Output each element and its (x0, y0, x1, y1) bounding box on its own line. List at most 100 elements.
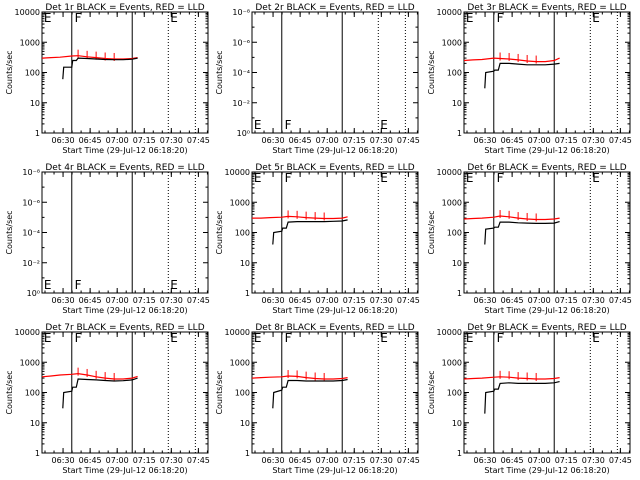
y-tick-label: 1 (457, 129, 462, 138)
y-tick-label: 10⁻⁸ (22, 168, 40, 177)
x-tick-label: 07:30 (582, 136, 605, 145)
x-axis-label: Start Time (29-Jul-12 06:18:20) (272, 306, 397, 315)
marker-letter: F (285, 331, 292, 345)
x-tick-label: 07:00 (106, 296, 129, 305)
y-tick-label: 10⁻⁶ (232, 38, 250, 47)
lld-series-line (41, 372, 138, 380)
x-axis-label: Start Time (29-Jul-12 06:18:20) (484, 146, 609, 155)
y-tick-label: 10 (240, 259, 250, 268)
y-tick-label: 10⁻⁴ (22, 229, 40, 238)
marker-letter: E (592, 171, 600, 185)
x-tick-label: 07:45 (397, 456, 420, 465)
y-axis-label: Counts/sec (215, 50, 224, 94)
detector-plot-6: 1 10 100 1000 10000 06:30 06:45 07:00 07:15 07:30… (427, 163, 632, 315)
lld-series-line (463, 376, 560, 380)
y-tick-label: 10000 (15, 8, 40, 17)
y-tick-label: 10⁰ (237, 129, 250, 138)
y-tick-label: 10⁻⁴ (232, 69, 250, 78)
x-tick-label: 06:45 (289, 136, 312, 145)
x-tick-label: 07:15 (133, 456, 156, 465)
events-series-line (62, 57, 138, 80)
lld-series-line (463, 57, 560, 63)
x-tick-label: 06:45 (289, 456, 312, 465)
y-tick-label: 10000 (437, 328, 462, 337)
detector-plot-9: 1 10 100 1000 10000 06:30 06:45 07:00 07:15 07:30… (427, 323, 632, 475)
x-tick-label: 06:45 (501, 136, 524, 145)
y-axis-label: Counts/sec (5, 50, 14, 94)
x-tick-label: 06:30 (262, 296, 285, 305)
x-tick-label: 06:30 (52, 136, 75, 145)
x-tick-label: 07:15 (555, 456, 578, 465)
y-tick-label: 10 (452, 99, 462, 108)
y-tick-label: 10⁻⁸ (232, 8, 250, 17)
plot-title: Det 4r BLACK = Events, RED = LLD (45, 163, 204, 173)
events-series-line (272, 378, 348, 409)
x-tick-label: 07:00 (528, 136, 551, 145)
marker-letter: E (466, 171, 474, 185)
x-tick-label: 06:30 (52, 296, 75, 305)
y-axis-label: Counts/sec (427, 210, 436, 254)
y-tick-label: 10⁻⁶ (22, 198, 40, 207)
y-tick-label: 10 (452, 419, 462, 428)
plot-title: Det 8r BLACK = Events, RED = LLD (255, 323, 414, 333)
plot-title: Det 5r BLACK = Events, RED = LLD (255, 163, 414, 173)
plot-frame (41, 171, 209, 294)
x-tick-label: 07:15 (555, 136, 578, 145)
y-tick-label: 1000 (442, 198, 462, 207)
detector-plot-3: 1 10 100 1000 10000 06:30 06:45 07:00 07:15 07:30… (427, 3, 632, 155)
x-tick-label: 07:00 (316, 136, 339, 145)
x-axis-label: Start Time (29-Jul-12 06:18:20) (62, 146, 187, 155)
x-tick-label: 07:30 (160, 456, 183, 465)
plot-frame (251, 11, 419, 134)
x-tick-label: 07:45 (609, 136, 632, 145)
marker-letter: F (285, 171, 292, 185)
marker-letter: F (497, 171, 504, 185)
x-tick-label: 07:15 (343, 456, 366, 465)
marker-letter: E (592, 11, 600, 25)
x-tick-label: 07:30 (370, 136, 393, 145)
y-tick-label: 1 (245, 289, 250, 298)
y-tick-label: 10 (30, 99, 40, 108)
y-axis-label: Counts/sec (215, 370, 224, 414)
y-axis-label: Counts/sec (5, 370, 14, 414)
plot-frame (41, 11, 209, 134)
x-tick-label: 07:30 (582, 456, 605, 465)
y-axis-label: Counts/sec (427, 370, 436, 414)
x-tick-label: 07:45 (187, 456, 210, 465)
y-tick-label: 10000 (437, 8, 462, 17)
y-tick-label: 1 (35, 129, 40, 138)
marker-letter: E (380, 118, 388, 132)
marker-letter: E (254, 331, 262, 345)
plot-title: Det 1r BLACK = Events, RED = LLD (45, 3, 204, 13)
y-tick-label: 10000 (225, 168, 250, 177)
y-tick-label: 1000 (442, 358, 462, 367)
y-axis-label: Counts/sec (5, 210, 14, 254)
plot-title: Det 9r BLACK = Events, RED = LLD (467, 323, 626, 333)
x-tick-label: 07:00 (316, 296, 339, 305)
x-tick-label: 07:45 (609, 456, 632, 465)
x-tick-label: 07:30 (370, 296, 393, 305)
plot-title: Det 7r BLACK = Events, RED = LLD (45, 323, 204, 333)
x-tick-label: 07:15 (343, 296, 366, 305)
x-tick-label: 06:30 (474, 136, 497, 145)
x-tick-label: 07:45 (187, 296, 210, 305)
x-axis-label: Start Time (29-Jul-12 06:18:20) (484, 306, 609, 315)
y-tick-label: 100 (235, 389, 250, 398)
x-tick-label: 07:45 (187, 136, 210, 145)
x-tick-label: 06:45 (289, 296, 312, 305)
x-tick-label: 07:15 (133, 136, 156, 145)
x-tick-label: 07:00 (106, 456, 129, 465)
y-axis-label: Counts/sec (427, 50, 436, 94)
y-tick-label: 10 (240, 419, 250, 428)
marker-letter: E (466, 11, 474, 25)
marker-letter: E (44, 11, 52, 25)
lld-series-line (251, 375, 348, 380)
y-tick-label: 10000 (225, 328, 250, 337)
x-tick-label: 06:45 (79, 456, 102, 465)
detector-plot-1: 1 10 100 1000 10000 06:30 06:45 07:00 07:15 07:30… (5, 3, 210, 155)
marker-letter: E (380, 171, 388, 185)
y-tick-label: 100 (235, 229, 250, 238)
y-tick-label: 100 (25, 69, 40, 78)
marker-letter: E (380, 331, 388, 345)
x-axis-label: Start Time (29-Jul-12 06:18:20) (484, 466, 609, 475)
